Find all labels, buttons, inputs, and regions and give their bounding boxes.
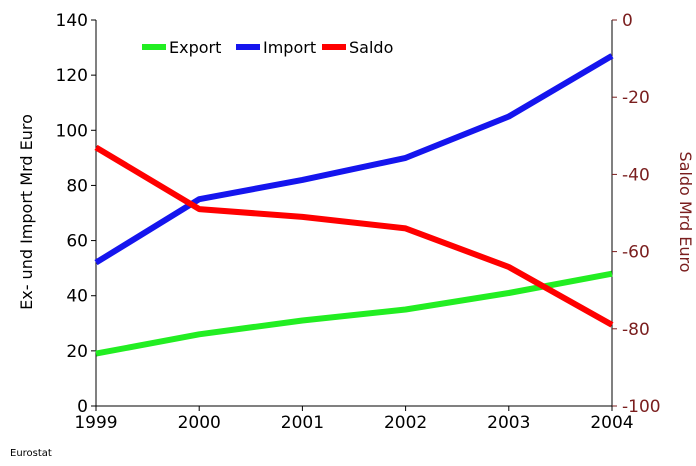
- import-data-point: [506, 114, 512, 120]
- source-label: Eurostat: [10, 448, 52, 459]
- export-data-point: [609, 271, 615, 277]
- export-data-point: [196, 331, 202, 337]
- x-tick-label: 2003: [487, 413, 530, 433]
- x-tick-label: 1999: [74, 413, 117, 433]
- right-tick-label: -100: [622, 397, 661, 417]
- export-legend-label: Export: [169, 38, 221, 57]
- saldo-data-point: [196, 206, 202, 212]
- export-data-point: [403, 307, 409, 313]
- export-data-point: [93, 351, 99, 357]
- x-tick-label: 2001: [281, 413, 324, 433]
- saldo-data-point: [609, 322, 615, 328]
- right-tick-label: -20: [622, 88, 650, 108]
- right-tick-label: -40: [622, 165, 650, 185]
- x-axis-ticks: 1999 2000 2001 2002 2003 2004: [74, 406, 634, 433]
- x-tick-label: 2004: [590, 413, 633, 433]
- import-series-line: [94, 53, 614, 266]
- legend: Export Import Saldo: [142, 38, 393, 57]
- left-tick-label: 100: [56, 121, 88, 141]
- left-tick-label: 120: [56, 66, 88, 86]
- x-tick-label: 2002: [384, 413, 427, 433]
- left-axis-title: Ex- und Import Mrd Euro: [17, 114, 36, 310]
- export-data-point: [299, 318, 305, 324]
- import-data-point: [196, 196, 202, 202]
- saldo-legend-label: Saldo: [349, 38, 393, 57]
- export-data-point: [506, 290, 512, 296]
- left-tick-label: 20: [66, 342, 88, 362]
- export-series-line: [95, 270, 613, 357]
- saldo-data-point: [506, 264, 512, 270]
- import-legend-label: Import: [263, 38, 316, 57]
- right-axis-ticks: 0 -20 -40 -60 -80 -100: [612, 11, 661, 417]
- left-tick-label: 60: [66, 232, 88, 252]
- left-tick-label: 40: [66, 287, 88, 307]
- saldo-series-line: [94, 144, 614, 328]
- plot-area: [95, 20, 613, 407]
- saldo-data-point: [299, 214, 305, 220]
- series-lines: [93, 53, 615, 357]
- saldo-data-point: [403, 225, 409, 231]
- import-data-point: [93, 260, 99, 266]
- left-axis-ticks: 0 20 40 60 80 100 120 140: [56, 11, 96, 417]
- right-tick-label: -80: [622, 320, 650, 340]
- import-data-point: [403, 155, 409, 161]
- x-tick-label: 2000: [178, 413, 221, 433]
- import-data-point: [609, 53, 615, 59]
- right-tick-label: -60: [622, 243, 650, 263]
- left-tick-label: 140: [56, 11, 88, 31]
- right-tick-label: 0: [622, 11, 633, 31]
- left-tick-label: 80: [66, 176, 88, 196]
- left-tick-label: 0: [77, 397, 88, 417]
- import-data-point: [299, 177, 305, 183]
- saldo-data-point: [93, 144, 99, 150]
- right-axis-title: Saldo Mrd Euro: [676, 151, 695, 272]
